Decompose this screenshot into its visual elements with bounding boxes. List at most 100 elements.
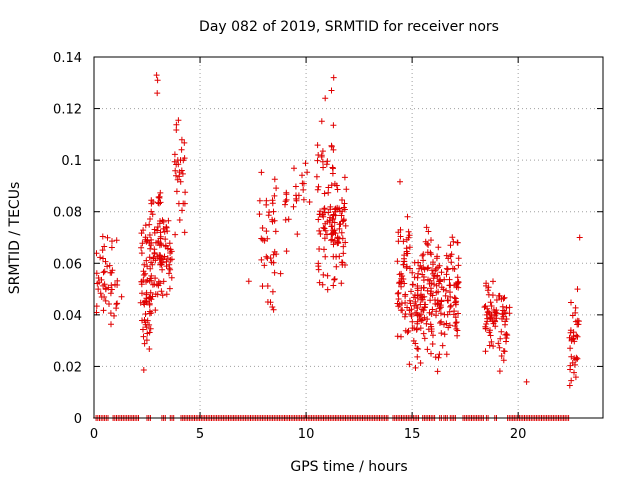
data-point (415, 346, 422, 352)
data-point (482, 348, 489, 355)
data-point (452, 320, 459, 326)
data-point (317, 211, 323, 218)
data-point (330, 241, 337, 248)
data-point (422, 301, 429, 308)
data-point (104, 234, 111, 241)
data-point (149, 293, 156, 300)
data-point (273, 185, 280, 192)
data-point (109, 267, 116, 274)
data-point (261, 262, 268, 269)
data-point (158, 288, 165, 295)
data-point (441, 311, 448, 318)
data-point (501, 309, 508, 316)
data-point (500, 348, 507, 354)
data-point (443, 271, 450, 278)
data-point (320, 164, 327, 171)
data-point (572, 309, 579, 316)
data-point (168, 256, 175, 263)
data-point (118, 293, 125, 300)
data-point (570, 329, 577, 336)
data-point (409, 281, 416, 288)
data-point (433, 312, 439, 319)
plot-frame (93, 56, 604, 419)
data-point (414, 295, 421, 302)
y-tick-label: 0.02 (53, 360, 82, 375)
data-point (429, 306, 436, 313)
data-point (439, 342, 446, 349)
data-point (401, 258, 408, 265)
data-point (147, 245, 154, 252)
data-point (424, 240, 431, 247)
data-point (259, 225, 266, 231)
data-point (428, 251, 435, 258)
data-point (178, 167, 185, 174)
data-point (258, 256, 265, 263)
data-point (147, 265, 154, 272)
data-point (412, 364, 419, 371)
x-tick-label: 10 (298, 427, 315, 442)
data-point (493, 297, 500, 303)
data-point (443, 351, 450, 358)
data-point (400, 261, 407, 268)
data-point (273, 251, 280, 258)
data-point (271, 176, 278, 183)
data-point (164, 245, 171, 252)
data-point (330, 122, 337, 129)
data-point (173, 188, 180, 195)
data-point (333, 263, 340, 270)
data-point (163, 223, 170, 230)
data-point (290, 203, 297, 210)
data-point (154, 227, 161, 234)
data-point (142, 298, 149, 305)
data-point (331, 237, 338, 244)
data-point (566, 334, 573, 341)
data-point (181, 200, 188, 207)
data-point (256, 211, 263, 218)
data-point (418, 291, 424, 298)
data-point (322, 253, 329, 260)
x-tick-label: 5 (196, 427, 204, 442)
data-point (97, 290, 104, 297)
data-point (403, 250, 410, 257)
data-point (430, 332, 436, 339)
y-tick-label: 0.04 (53, 309, 82, 324)
data-point (300, 186, 307, 193)
data-point (138, 230, 145, 237)
data-point (154, 224, 161, 230)
data-point (455, 310, 461, 317)
data-point (148, 208, 155, 215)
data-point (153, 72, 160, 79)
data-point (154, 90, 161, 97)
data-point (328, 143, 335, 150)
data-points (93, 72, 583, 421)
data-point (488, 303, 495, 309)
data-point (506, 310, 513, 317)
data-point (300, 196, 307, 203)
data-point (100, 269, 107, 276)
data-point (99, 233, 106, 240)
data-point (93, 270, 100, 277)
data-point (411, 274, 418, 281)
data-point (430, 259, 436, 266)
data-point (397, 226, 404, 233)
data-point (140, 272, 147, 278)
data-point (334, 235, 341, 242)
data-point (146, 308, 153, 315)
data-point (270, 251, 277, 258)
data-point (408, 313, 415, 319)
data-point (106, 301, 112, 307)
data-point (95, 286, 102, 293)
data-point (320, 271, 327, 278)
y-tick-label: 0.1 (61, 154, 82, 169)
data-point (100, 282, 107, 289)
data-point (146, 346, 153, 352)
data-point (150, 254, 157, 261)
data-point (299, 180, 306, 187)
data-point (140, 333, 147, 340)
data-point (102, 297, 109, 304)
data-point (258, 169, 265, 176)
data-point (149, 261, 156, 268)
data-point (441, 331, 448, 338)
data-point (438, 330, 445, 337)
data-point (454, 332, 461, 339)
